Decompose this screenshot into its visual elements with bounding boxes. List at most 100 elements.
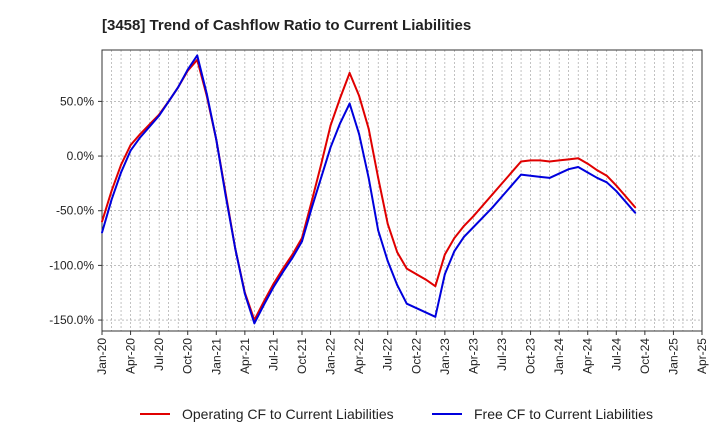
series-1-point [586,162,589,165]
series-1-point [405,267,408,270]
x-tick-label: Jan-25 [666,338,680,375]
series-1-point [129,144,132,147]
series-2-point [282,271,284,273]
series-1-point [339,97,341,100]
series-2-point [167,100,170,103]
series-2-point [253,322,256,325]
series-2-point [624,201,627,203]
y-tick-label: -100.0% [49,258,94,272]
series-2-point [120,171,122,174]
series-2-point [329,146,332,149]
series-2-point [482,216,484,219]
series-2-point [291,256,294,259]
series-2-point [320,177,322,179]
series-2-point [586,171,589,174]
series-1-point [291,253,294,256]
series-1-point [539,159,541,162]
series-2-point [348,102,351,105]
y-tick-label: 0.0% [67,149,95,163]
series-2-point [453,250,456,253]
series-1-point [329,124,332,127]
series-2-point [358,133,361,136]
x-tick-label: Apr-20 [124,338,138,374]
x-tick-label: Jul-20 [152,338,166,371]
series-2-point [424,311,427,314]
y-tick-label: -150.0% [49,313,94,327]
series-1-point [624,195,627,198]
series-2-point [539,175,541,178]
series-1-point [596,169,599,172]
series-2-point [272,286,275,289]
x-tick-label: Jul-23 [495,338,509,371]
series-2-point [243,292,246,295]
series-1-point [377,177,380,179]
series-1-point [463,225,465,227]
series-2-point [558,172,561,175]
series-1-point [348,72,351,74]
series-1-point [482,204,484,207]
series-1-point [434,285,437,288]
series-1-point [548,160,551,163]
series-2-point [110,198,113,201]
series-2-point [129,149,132,152]
series-2-point [310,207,313,210]
series-2-point [377,229,380,232]
x-tick-label: Oct-20 [181,338,195,374]
plot-frame [101,49,703,332]
x-tick-label: Jul-21 [266,338,280,371]
series-2-point [234,248,237,250]
series-1-point [567,158,570,161]
x-tick-label: Jan-23 [438,338,452,375]
series-1-point [615,184,618,187]
series-1-point [472,215,475,218]
series-2-point [596,177,599,179]
series-1-point [453,237,456,239]
series-1-point [577,157,580,160]
series-1-point [510,171,513,174]
series-1-point [101,220,103,223]
series-2-point [577,166,580,168]
series-2-point [139,136,142,139]
series-2-point [339,122,341,125]
legend-label-2: Free CF to Current Liabilities [474,406,653,422]
series-2-point [548,177,551,179]
series-2-point [529,174,532,177]
series-1-point [310,201,313,203]
series-2-point [434,315,437,318]
series-1-point [320,163,322,166]
series-1-point [501,182,503,185]
series-2-point [224,195,227,198]
series-1-point [139,133,142,136]
x-tick-label: Jan-20 [95,338,109,375]
series-2-point [215,138,218,141]
series-1-point [520,160,522,163]
x-tick-label: Jan-21 [209,338,223,375]
series-1-point [110,190,113,192]
x-tick-label: Oct-22 [409,338,423,374]
series-1-point [358,95,361,97]
x-tick-label: Jan-24 [552,338,566,375]
series-1-point [634,206,637,209]
series-1-point [367,127,370,130]
series-1-point [396,251,399,254]
series-1-point [424,278,427,281]
y-tick-label: -50.0% [56,204,94,218]
x-tick-label: Jul-22 [381,338,395,371]
legend-label-1: Operating CF to Current Liabilities [182,406,394,422]
x-tick-label: Jan-22 [324,338,338,375]
x-tick-label: Apr-23 [466,338,480,374]
series-2-point [301,240,303,243]
series-1-point [282,267,284,270]
series-1-point [529,159,532,162]
series-1-point [605,174,608,177]
series-2-point [263,303,265,306]
series-2-point [567,168,570,171]
x-tick-label: Oct-24 [638,338,652,374]
series-2-point [415,307,418,309]
series-2-point [386,260,389,262]
x-tick-label: Apr-22 [352,338,366,374]
series-2-point [605,181,608,184]
series-2-point [405,302,408,305]
series-2-point [396,284,399,286]
